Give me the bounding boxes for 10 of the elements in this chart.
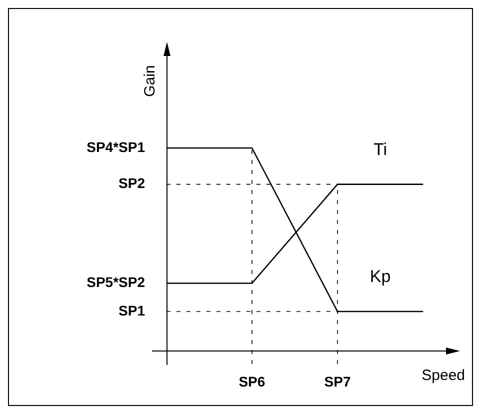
text: SP5*SP2 [86, 274, 146, 290]
text: SP2 [118, 175, 146, 192]
y-axis-title: Gain [142, 65, 159, 97]
text: SP4*SP1 [86, 138, 146, 155]
series-label: Kp [370, 267, 391, 286]
x-tick-label: SP7 [324, 373, 351, 390]
x-tick-label: SP6 [238, 373, 266, 390]
series-label: Ti [374, 140, 388, 160]
x-axis-title: Speed [422, 367, 465, 384]
text: SP1 [118, 302, 146, 318]
